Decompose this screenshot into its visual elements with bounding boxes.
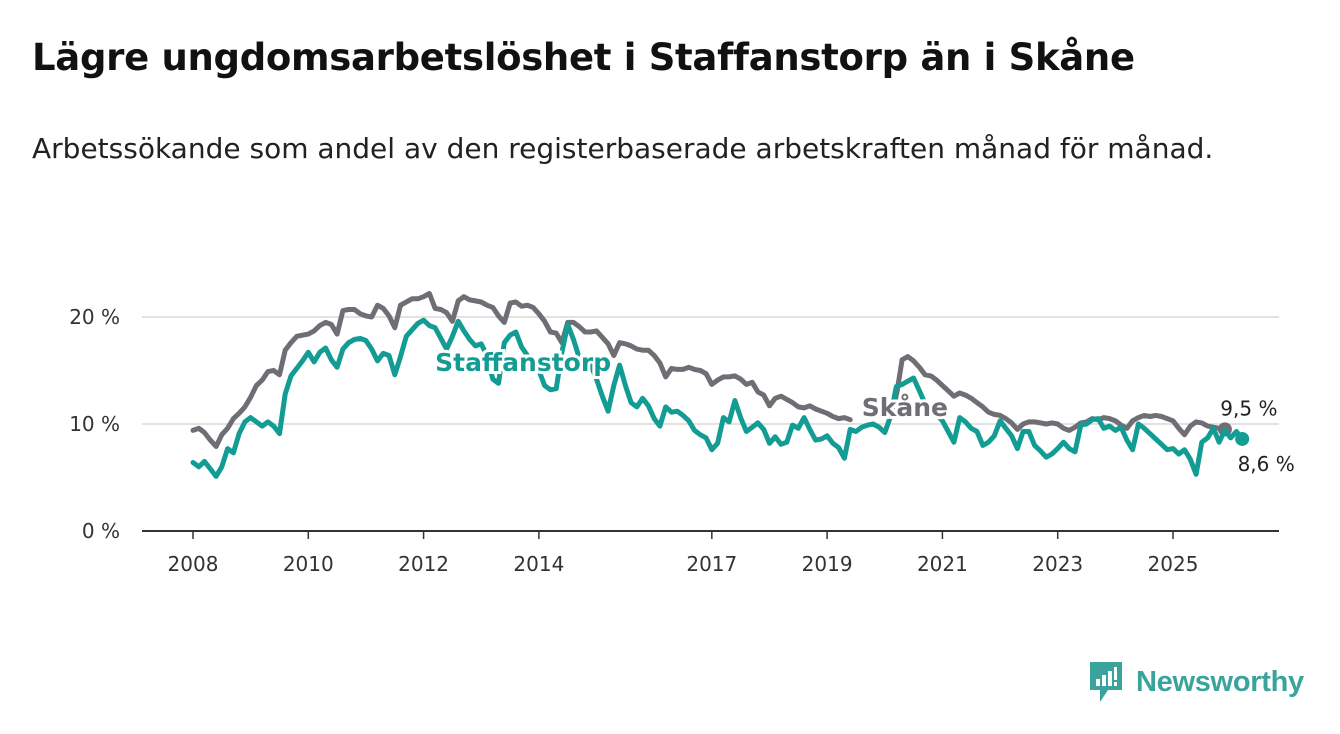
series-line-skne bbox=[190, 291, 853, 449]
x-tick-label: 2019 bbox=[802, 552, 853, 576]
chart-subtitle: Arbetssökande som andel av den registerb… bbox=[32, 132, 1214, 165]
series-line-staffanstorp bbox=[190, 317, 1245, 479]
series-end-label: 9,5 % bbox=[1220, 396, 1277, 420]
x-tick-label: 2014 bbox=[513, 552, 564, 576]
x-tick-label: 2008 bbox=[168, 552, 219, 576]
series-end-marker bbox=[1235, 431, 1250, 446]
series-lines bbox=[190, 291, 1250, 479]
x-tick-label: 2017 bbox=[686, 552, 737, 576]
y-tick-label: 20 % bbox=[69, 305, 120, 329]
series-end-label: 8,6 % bbox=[1238, 452, 1295, 476]
chart-title: Lägre ungdomsarbetslöshet i Staffanstorp… bbox=[32, 36, 1135, 79]
x-tick-label: 2021 bbox=[917, 552, 968, 576]
x-tick-label: 2025 bbox=[1148, 552, 1199, 576]
series-line-skne bbox=[888, 354, 1228, 438]
newsworthy-brand[interactable]: Newsworthy bbox=[1088, 660, 1304, 704]
x-tick-label: 2010 bbox=[283, 552, 334, 576]
series-label: Staffanstorp bbox=[435, 348, 611, 377]
y-axis-tick-labels: 0 % 10 % 20 % bbox=[69, 305, 120, 543]
y-tick-label: 10 % bbox=[69, 412, 120, 436]
newsworthy-logo-icon bbox=[1090, 662, 1122, 702]
x-tick-label: 2023 bbox=[1032, 552, 1083, 576]
y-tick-label: 0 % bbox=[82, 519, 120, 543]
x-tick-label: 2012 bbox=[398, 552, 449, 576]
x-axis-ticks: 2008 2010 2012 2014 2017 2019 2021 2023 2025 bbox=[168, 531, 1199, 576]
series-label: Skåne bbox=[862, 393, 948, 422]
brand-name: Newsworthy bbox=[1136, 665, 1304, 698]
series-labels: Skåne 9,5 % Staffanstorp 8,6 % bbox=[432, 345, 1297, 479]
